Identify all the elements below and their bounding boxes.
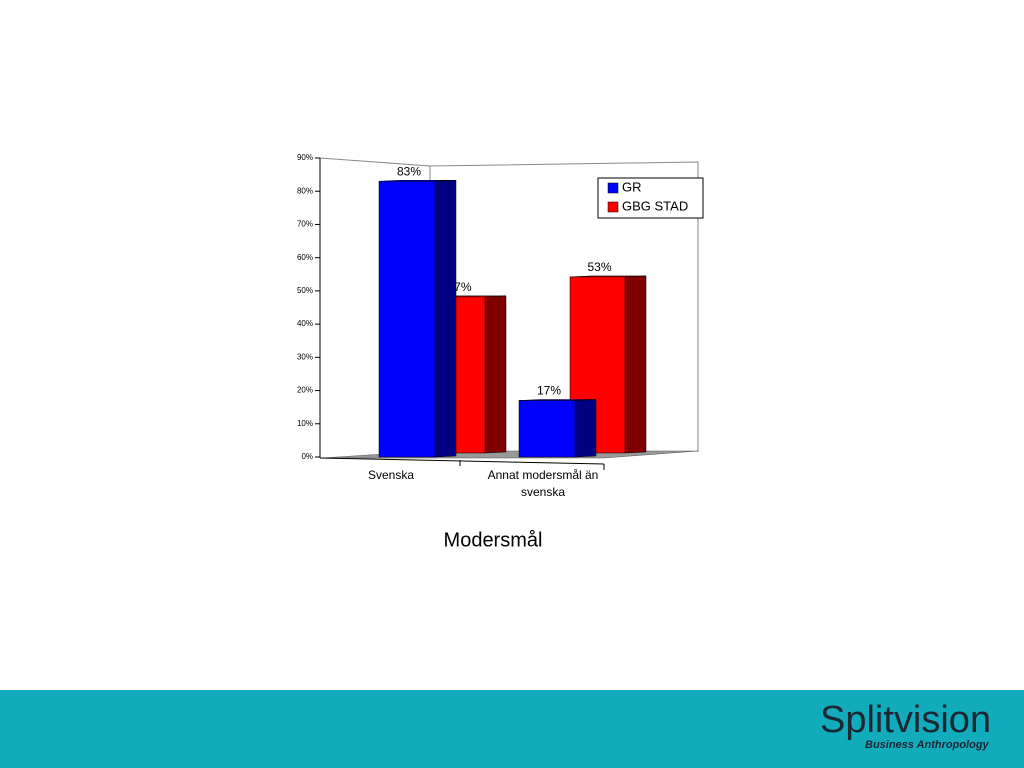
y-tick-label: 10% [297, 419, 313, 428]
y-tick-label: 30% [297, 352, 313, 361]
bar-side [434, 179, 457, 458]
value-label: 53% [587, 260, 611, 274]
tagline: Business Anthropology [865, 739, 990, 751]
chart-title: Modersmål [444, 529, 543, 551]
bar [518, 400, 576, 458]
y-tick-label: 50% [297, 286, 313, 295]
bar-side [484, 295, 507, 454]
legend-label: GBG STAD [622, 198, 688, 213]
bar-side [624, 275, 647, 454]
bar [378, 181, 436, 458]
legend-label: GR [622, 179, 642, 194]
y-tick-label: 80% [297, 186, 313, 195]
y-tick-label: 60% [297, 253, 313, 262]
legend-swatch [607, 201, 619, 213]
x-tick-label: Annat modersmål än svenska [487, 468, 599, 499]
x-axis [319, 457, 605, 465]
value-label: 83% [397, 164, 421, 178]
back-wall [319, 157, 699, 452]
y-tick-label: 0% [301, 452, 313, 461]
bar-side [574, 399, 597, 458]
brand: Splitvision [820, 699, 991, 741]
y-tick-label: 20% [297, 386, 313, 395]
y-tick-label: 90% [297, 153, 313, 162]
value-label: 17% [537, 384, 561, 398]
y-tick-label: 40% [297, 319, 313, 328]
y-tick-label: 70% [297, 220, 313, 229]
x-tick-label: Svenska [367, 468, 415, 482]
legend-swatch [607, 182, 619, 194]
footer-band [0, 690, 1024, 768]
